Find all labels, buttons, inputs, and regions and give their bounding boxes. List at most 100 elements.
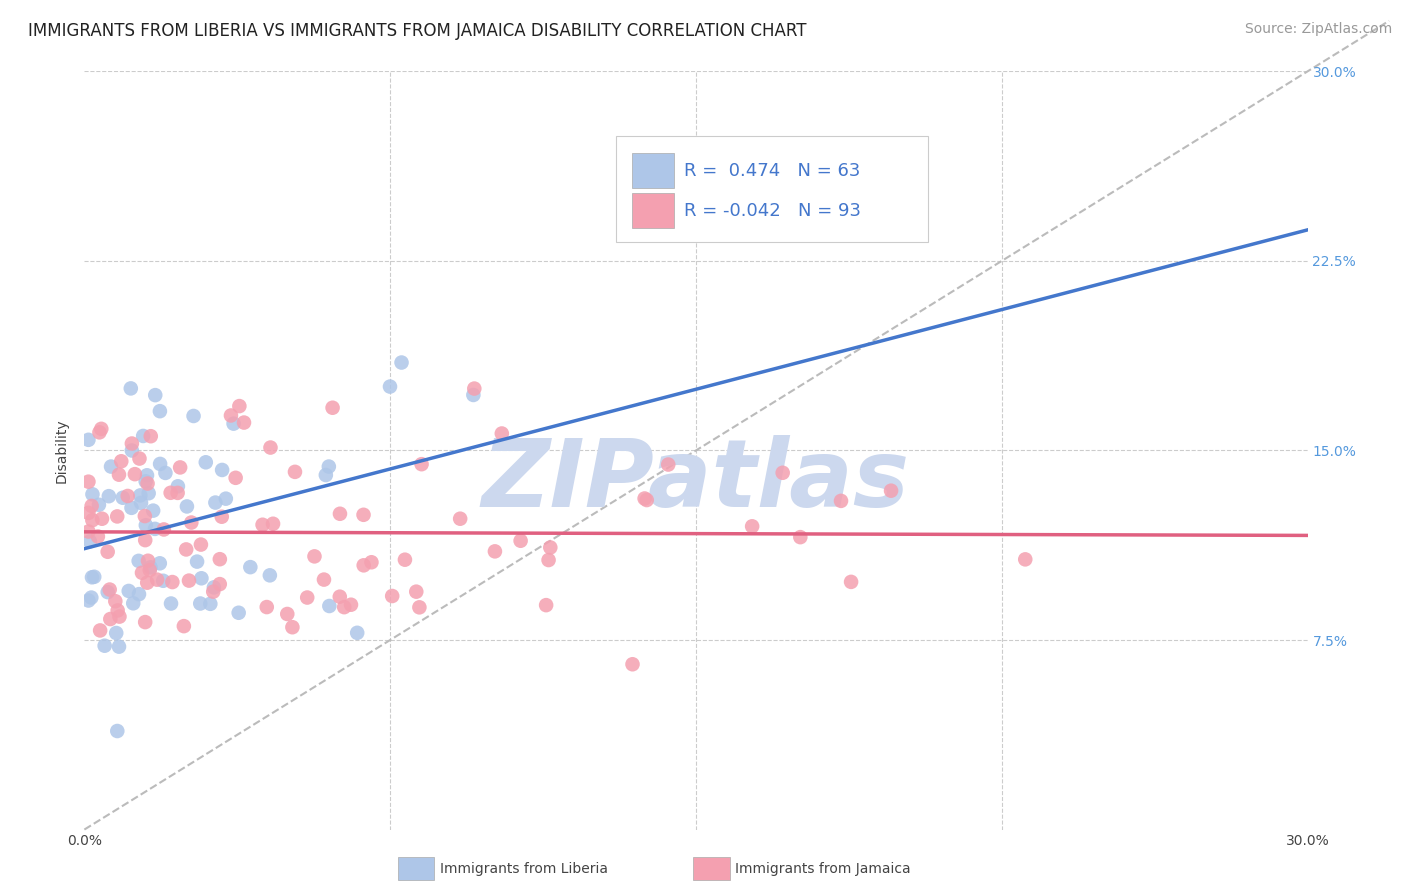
Point [830,494,852,508]
Point [202,584,225,599]
Point [153,523,176,537]
Point [657,458,679,472]
Point [143,388,166,402]
Point [121,500,143,515]
Point [149,457,172,471]
Point [136,468,159,483]
Point [211,463,233,477]
Point [97,545,120,559]
Point [174,542,197,557]
Point [160,597,183,611]
Point [89,624,111,638]
Point [353,558,375,573]
Point [104,594,127,608]
Point [105,509,128,524]
Point [211,509,233,524]
Point [215,491,238,506]
Point [360,555,382,569]
Point [120,381,142,395]
Point [129,488,152,502]
Point [136,575,159,590]
Point [202,581,225,595]
Point [124,467,146,482]
Point [83,570,105,584]
Point [259,568,281,582]
Point [222,417,245,431]
Point [173,619,195,633]
Point [538,541,561,555]
Point [176,500,198,514]
Point [80,499,103,513]
Point [131,566,153,580]
Point [633,491,655,506]
Point [276,607,298,621]
Text: ZIPatlas: ZIPatlas [482,434,910,527]
Point [121,443,143,458]
Point [256,600,278,615]
Point [190,571,212,585]
Point [329,507,352,521]
Point [381,589,404,603]
Point [621,657,644,672]
Point [146,573,169,587]
Point [108,609,131,624]
Point [194,455,217,469]
Point [87,498,110,512]
Point [408,600,430,615]
Point [139,563,162,577]
Point [152,574,174,588]
Point [121,436,143,450]
Point [134,615,156,629]
Point [108,640,131,654]
Point [333,600,356,615]
Point [322,401,344,415]
Point [149,557,172,571]
Point [252,517,274,532]
Point [77,593,100,607]
Point [139,560,162,574]
Point [132,429,155,443]
Point [89,425,111,440]
Text: IMMIGRANTS FROM LIBERIA VS IMMIGRANTS FROM JAMAICA DISABILITY CORRELATION CHART: IMMIGRANTS FROM LIBERIA VS IMMIGRANTS FR… [28,22,807,40]
Point [281,620,304,634]
Point [82,513,104,527]
Point [186,555,208,569]
Point [98,612,121,626]
Point [312,573,335,587]
Point [346,625,368,640]
Point [98,582,121,597]
Point [159,485,181,500]
Point [228,399,250,413]
Point [449,512,471,526]
Point [129,496,152,510]
Point [77,433,100,447]
FancyBboxPatch shape [633,194,673,228]
Point [149,404,172,418]
Point [353,508,375,522]
Point [537,553,560,567]
Point [315,468,337,483]
Point [636,493,658,508]
Point [509,533,531,548]
Point [105,724,128,739]
Point [789,530,811,544]
Point [297,591,319,605]
Point [394,552,416,566]
Point [233,416,256,430]
Point [128,587,150,601]
Point [117,489,139,503]
Point [167,479,190,493]
Point [135,518,157,533]
Text: Immigrants from Liberia: Immigrants from Liberia [440,862,607,876]
Point [284,465,307,479]
Point [741,519,763,533]
Point [463,382,485,396]
Point [378,379,401,393]
Point [128,451,150,466]
Point [839,574,862,589]
Point [162,575,184,590]
Point [340,598,363,612]
Point [93,639,115,653]
Point [77,475,100,489]
Point [97,489,120,503]
